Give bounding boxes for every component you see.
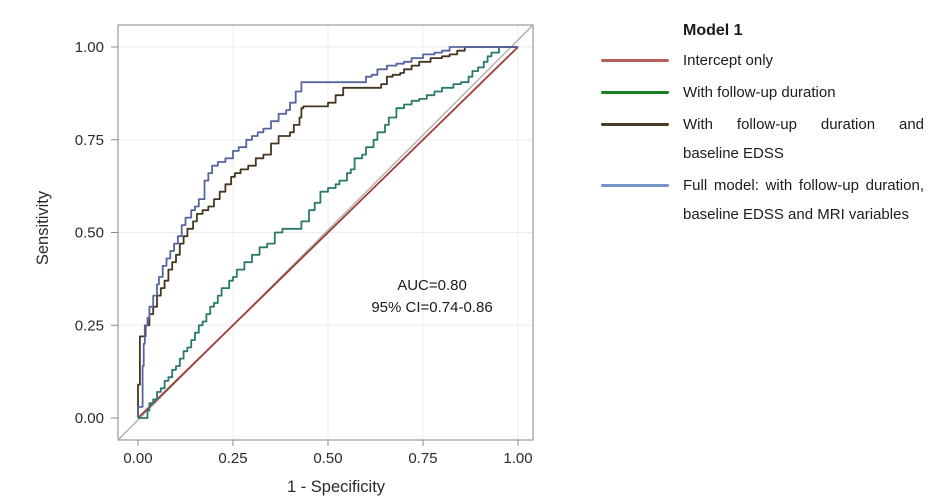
y-tick-label: 0.00 [75,410,104,427]
x-tick-label: 0.50 [313,450,342,467]
x-axis-title: 1 - Specificity [287,478,386,496]
legend-title: Model 1 [683,22,743,39]
roc-curve [138,46,518,419]
auc-annotation-line1: AUC=0.80 [397,277,467,294]
y-tick-label: 1.00 [75,39,104,56]
x-tick-label: 1.00 [503,450,532,467]
y-tick-label: 0.50 [75,225,104,242]
roc-curve [137,46,518,418]
auc-annotation-line2: 95% CI=0.74-0.86 [371,299,492,316]
curves-group [137,46,519,419]
legend-line-sample-icon [601,123,669,126]
x-tick-label: 0.00 [123,450,152,467]
legend-item: With follow-up duration and baseline EDS… [601,110,934,168]
y-tick-label: 0.75 [75,132,104,149]
ticks-group [111,46,519,446]
roc-plot: 0.00 0.00 0.25 0.25 0.50 0.50 0.75 0.75 1.00 1.00… [34,24,534,496]
legend-item: With follow-up duration [601,78,934,107]
x-tick-label: 0.25 [218,450,247,467]
roc-curve [137,46,518,418]
legend-line-sample-icon [601,91,669,94]
legend-item: Full model: with follow-up duration, bas… [601,171,934,229]
legend: Model 1 Intercept only With follow-up dur… [601,16,934,232]
legend-item-label: Full model: with follow-up duration, bas… [683,177,924,223]
x-tick-label: 0.75 [408,450,437,467]
legend-line-sample-icon [601,59,669,62]
legend-items: Intercept only With follow-up duration Wit… [601,46,934,229]
tick-labels-group: 0.00 0.00 0.25 0.25 0.50 0.50 0.75 0.75 1.00 1.00 [75,39,533,467]
legend-item: Intercept only [601,46,934,75]
legend-item-label: Intercept only [683,52,774,69]
y-tick-label: 0.25 [75,317,104,334]
legend-item-label: With follow-up duration and baseline EDS… [683,116,924,162]
roc-curve [137,46,519,419]
legend-item-label: With follow-up duration [683,84,836,101]
legend-line-sample-icon [601,184,669,187]
y-axis-title: Sensitivity [34,190,52,265]
